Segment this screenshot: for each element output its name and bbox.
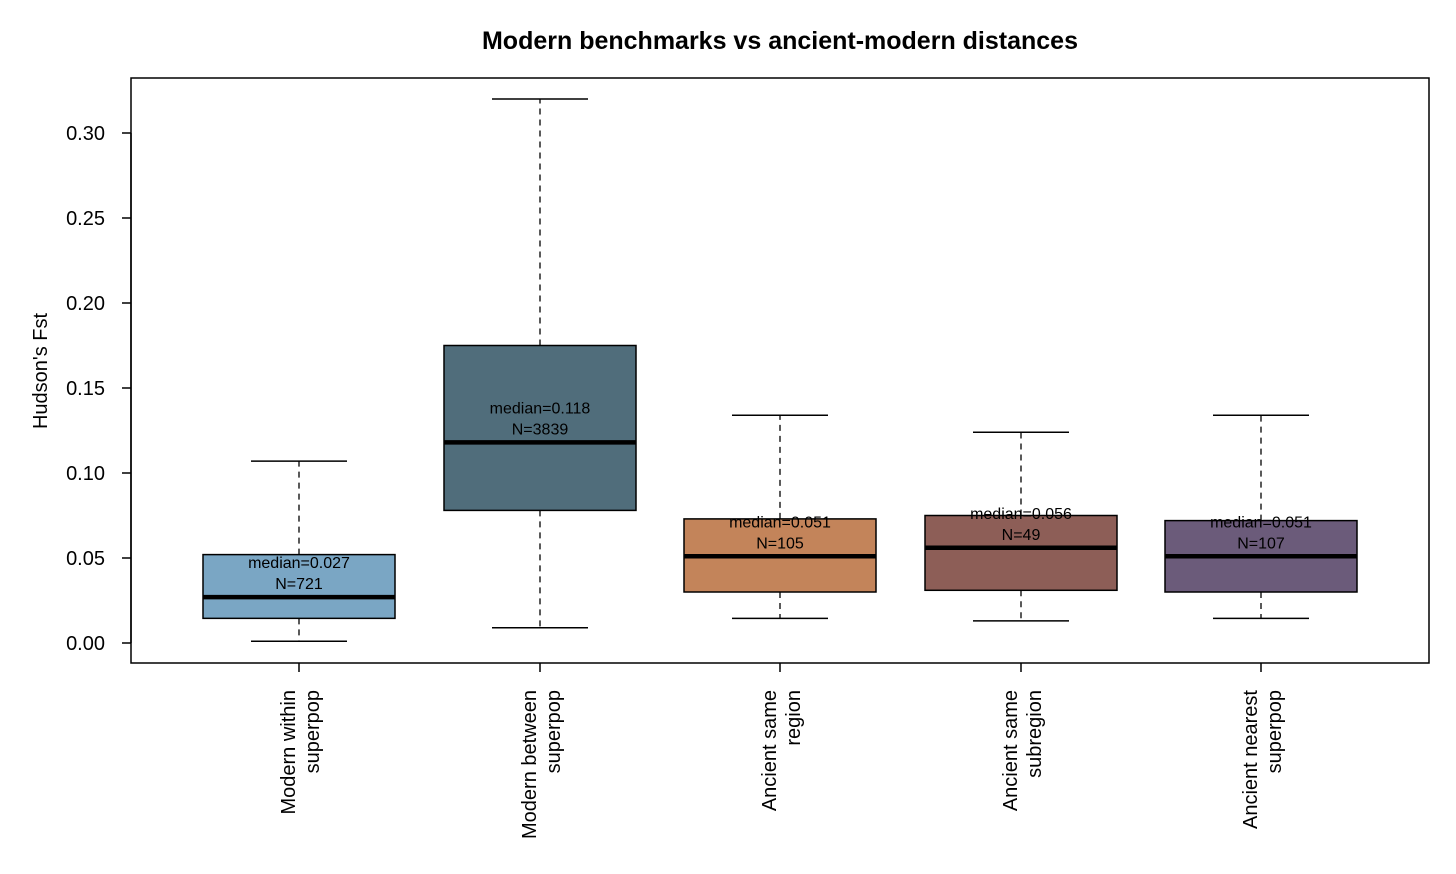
- n-annotation: N=107: [1237, 535, 1285, 552]
- median-annotation: median=0.056: [970, 506, 1072, 523]
- x-category-label-line: Modern within: [278, 690, 300, 815]
- x-category-label: Ancient same region: [759, 690, 805, 811]
- x-axis: Modern within superpop Modern between super…: [278, 663, 1286, 839]
- iqr-box: [202, 553, 396, 620]
- y-axis: 0.00 0.05 0.10 0.15 0.20 0.25 0.30: [66, 123, 132, 655]
- n-annotation: N=721: [275, 576, 323, 593]
- x-category-label: Ancient nearest superpop: [1240, 690, 1286, 829]
- iqr-box: [924, 514, 1118, 592]
- n-annotation: N=49: [1002, 527, 1041, 544]
- median-annotation: median=0.027: [248, 555, 350, 572]
- y-axis-label: Hudson's Fst: [30, 313, 52, 430]
- iqr-box: [443, 344, 637, 512]
- median-annotation: median=0.051: [1210, 514, 1312, 531]
- box-group: median=0.056 N=49: [924, 431, 1118, 622]
- x-category-label: Modern between superpop: [519, 690, 565, 839]
- n-annotation: N=3839: [512, 421, 569, 438]
- x-category-label-line: region: [783, 690, 805, 746]
- box-group: median=0.027 N=721: [202, 460, 396, 643]
- n-annotation: N=105: [756, 535, 804, 552]
- x-category-label-line: superpop: [302, 690, 324, 773]
- x-category-label-line: Modern between: [519, 690, 541, 839]
- y-tick-label: 0.00: [66, 633, 105, 655]
- chart-title: Modern benchmarks vs ancient-modern dist…: [482, 27, 1078, 55]
- box-group: median=0.051 N=105: [683, 414, 877, 620]
- x-category-label: Ancient same subregion: [1000, 690, 1046, 811]
- y-tick-label: 0.15: [66, 378, 105, 400]
- box-group: median=0.051 N=107: [1164, 414, 1358, 620]
- x-category-label-line: superpop: [543, 690, 565, 773]
- median-annotation: median=0.118: [490, 400, 591, 417]
- x-category-label-line: superpop: [1264, 690, 1286, 773]
- y-tick-label: 0.10: [66, 463, 105, 485]
- x-category-label-line: Ancient nearest: [1240, 690, 1262, 829]
- boxes-group: median=0.027N=721median=0.118N=3839media…: [202, 98, 1358, 643]
- y-tick-label: 0.30: [66, 123, 105, 145]
- median-annotation: median=0.051: [729, 514, 831, 531]
- box-group: median=0.118 N=3839: [443, 98, 637, 629]
- x-category-label-line: Ancient same: [759, 690, 781, 811]
- y-tick-label: 0.05: [66, 548, 105, 570]
- x-category-label: Modern within superpop: [278, 690, 324, 815]
- y-tick-label: 0.25: [66, 208, 105, 230]
- y-tick-label: 0.20: [66, 293, 105, 315]
- x-category-label-line: Ancient same: [1000, 690, 1022, 811]
- x-category-label-line: subregion: [1024, 690, 1046, 778]
